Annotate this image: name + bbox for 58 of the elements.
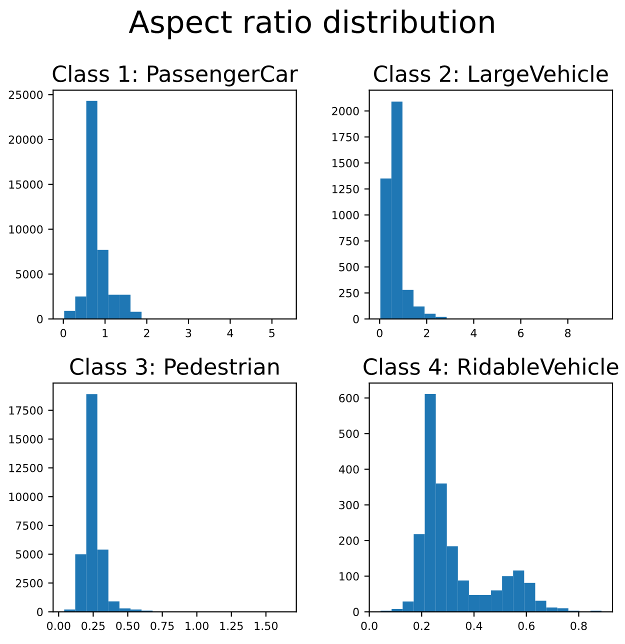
x-tick-label: 2	[144, 328, 150, 338]
y-tick-label: 2000	[332, 106, 359, 116]
x-tick-label: 0.6	[518, 622, 535, 630]
x-tick-label: 6	[518, 328, 524, 338]
x-tick-label: 0.2	[414, 622, 430, 630]
y-tick-label: 100	[340, 572, 359, 581]
x-tick-label: 0.8	[570, 622, 587, 630]
x-tick-label: 0	[376, 328, 382, 338]
x-tick-label: 0	[60, 328, 66, 338]
x-tick-label: 0.0	[361, 622, 378, 630]
y-tick-label: 0	[353, 314, 359, 324]
y-tick-label: 200	[339, 536, 359, 545]
y-tick-label: 0	[37, 314, 43, 324]
y-tick-label: 250	[339, 288, 359, 298]
x-tick-label: 3	[186, 328, 192, 338]
y-tick-label: 10000	[9, 225, 43, 234]
y-tick-label: 17500	[9, 406, 43, 415]
chart-title: Class 2: LargeVehicle	[374, 64, 608, 86]
y-tick-label: 5000	[16, 550, 43, 559]
y-tick-label: 20000	[8, 135, 43, 144]
y-tick-label: 15000	[9, 180, 43, 189]
y-tick-label: 10000	[9, 492, 43, 502]
x-tick-label: 0.75	[150, 622, 174, 630]
x-tick-label: 2	[424, 328, 430, 338]
x-tick-label: 1.00	[186, 622, 208, 630]
chart-title: Class 3: Pedestrian	[70, 358, 279, 375]
x-tick-label: 0.00	[47, 622, 70, 630]
y-tick-label: 0	[37, 608, 43, 616]
x-tick-label: 0.50	[116, 622, 140, 630]
chart-title: Class 1: PassengerCar	[52, 64, 298, 86]
chart-title: Class 4: RidableVehicle	[364, 358, 618, 375]
y-tick-label: 12500	[9, 464, 43, 472]
x-tick-label: 4	[470, 329, 477, 338]
y-tick-label: 15000	[9, 435, 43, 444]
y-tick-label: 400	[338, 465, 359, 474]
y-tick-label: 5000	[16, 270, 43, 278]
x-tick-label: 4	[227, 329, 234, 338]
x-tick-label: 1.25	[220, 622, 243, 630]
y-tick-label: 1750	[332, 132, 359, 142]
x-tick-label: 1	[102, 329, 108, 338]
y-tick-label: 1000	[332, 210, 359, 220]
y-tick-label: 2500	[16, 578, 43, 588]
y-tick-label: 500	[339, 262, 359, 272]
y-tick-label: 750	[339, 236, 359, 246]
x-tick-label: 1.50	[254, 622, 278, 630]
y-tick-label: 300	[339, 500, 359, 510]
x-tick-label: 8	[565, 328, 571, 338]
text: Aspect ratio distribution	[128, 10, 494, 40]
y-tick-label: 500	[339, 430, 359, 438]
y-tick-label: 0	[353, 608, 359, 616]
x-tick-label: 0.25	[82, 622, 105, 630]
y-tick-label: 1250	[332, 184, 359, 194]
y-tick-label: 600	[339, 394, 359, 402]
y-tick-label: 25000	[8, 90, 43, 100]
x-tick-label: 0.4	[466, 622, 482, 630]
y-tick-label: 7500	[16, 521, 43, 530]
x-tick-label: 5	[269, 329, 274, 338]
y-tick-label: 1500	[332, 158, 359, 168]
